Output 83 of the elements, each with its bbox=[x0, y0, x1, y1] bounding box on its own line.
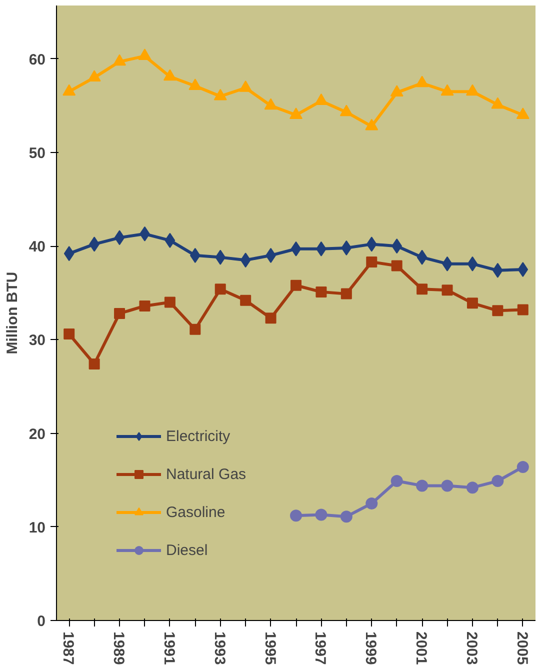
point bbox=[492, 475, 504, 488]
point bbox=[467, 256, 478, 272]
y-tick-label: 0 bbox=[37, 613, 46, 630]
point bbox=[64, 246, 74, 262]
point bbox=[466, 298, 478, 309]
point bbox=[416, 76, 429, 88]
point bbox=[442, 284, 453, 296]
point bbox=[340, 510, 352, 523]
point bbox=[62, 84, 76, 96]
point bbox=[518, 262, 528, 277]
point bbox=[139, 300, 150, 312]
point bbox=[164, 232, 176, 248]
point bbox=[315, 508, 328, 521]
point bbox=[114, 308, 126, 319]
point bbox=[340, 288, 352, 300]
point bbox=[416, 284, 428, 295]
y-axis-title: Million BTU bbox=[4, 272, 21, 354]
point bbox=[441, 480, 454, 492]
point bbox=[138, 48, 152, 60]
point bbox=[239, 80, 252, 92]
point bbox=[416, 480, 428, 492]
point bbox=[365, 118, 378, 130]
point bbox=[164, 296, 176, 308]
x-tick-label: 2005 bbox=[513, 632, 530, 665]
point bbox=[341, 240, 352, 256]
legend-label: Diesel bbox=[166, 542, 208, 558]
x-tick-label: 1991 bbox=[160, 632, 178, 665]
point bbox=[264, 98, 278, 110]
y-tick-label: 30 bbox=[28, 332, 46, 350]
point bbox=[114, 230, 125, 246]
point bbox=[290, 510, 302, 522]
point bbox=[188, 78, 202, 90]
point bbox=[113, 54, 126, 66]
point bbox=[290, 241, 302, 256]
point bbox=[88, 70, 101, 82]
point bbox=[492, 305, 504, 316]
legend-label: Natural Gas bbox=[166, 466, 246, 482]
point bbox=[214, 284, 226, 295]
point bbox=[517, 304, 528, 316]
point bbox=[366, 498, 378, 510]
point bbox=[416, 250, 428, 265]
point bbox=[265, 312, 276, 324]
point bbox=[190, 324, 201, 335]
point bbox=[215, 250, 226, 265]
point bbox=[290, 108, 302, 119]
point bbox=[390, 475, 403, 488]
x-tick-label: 1987 bbox=[60, 632, 77, 665]
point bbox=[340, 104, 353, 116]
x-tick-label: 1989 bbox=[110, 632, 128, 665]
y-tick-label: 10 bbox=[28, 519, 46, 536]
x-tick-label: 2003 bbox=[462, 632, 480, 665]
point bbox=[214, 88, 227, 100]
y-tick-label: 20 bbox=[28, 426, 46, 443]
point bbox=[491, 97, 504, 109]
point bbox=[466, 84, 479, 96]
point bbox=[290, 280, 302, 291]
point bbox=[64, 328, 75, 340]
x-tick-label: 1999 bbox=[362, 632, 380, 665]
point bbox=[366, 236, 377, 252]
point bbox=[163, 69, 176, 81]
point bbox=[240, 294, 252, 306]
point bbox=[390, 85, 404, 97]
x-tick-label: 1995 bbox=[261, 632, 278, 665]
point bbox=[392, 238, 402, 254]
point bbox=[240, 252, 251, 268]
x-tick-label: 1993 bbox=[210, 632, 228, 665]
x-tick-label: 1997 bbox=[312, 632, 329, 665]
point bbox=[466, 482, 478, 494]
x-tick-label: 2001 bbox=[412, 632, 430, 665]
point bbox=[391, 260, 402, 272]
legend-label: Gasoline bbox=[166, 504, 226, 520]
legend-label: Electricity bbox=[166, 428, 230, 444]
point bbox=[366, 256, 378, 268]
point bbox=[314, 94, 328, 105]
point bbox=[190, 248, 200, 263]
point bbox=[516, 460, 529, 473]
y-tick-label: 40 bbox=[28, 238, 46, 256]
point bbox=[516, 108, 530, 119]
point bbox=[88, 358, 100, 370]
y-tick-label: 50 bbox=[28, 144, 46, 162]
point bbox=[440, 84, 454, 96]
point bbox=[316, 286, 327, 298]
y-tick-label: 60 bbox=[28, 51, 46, 68]
